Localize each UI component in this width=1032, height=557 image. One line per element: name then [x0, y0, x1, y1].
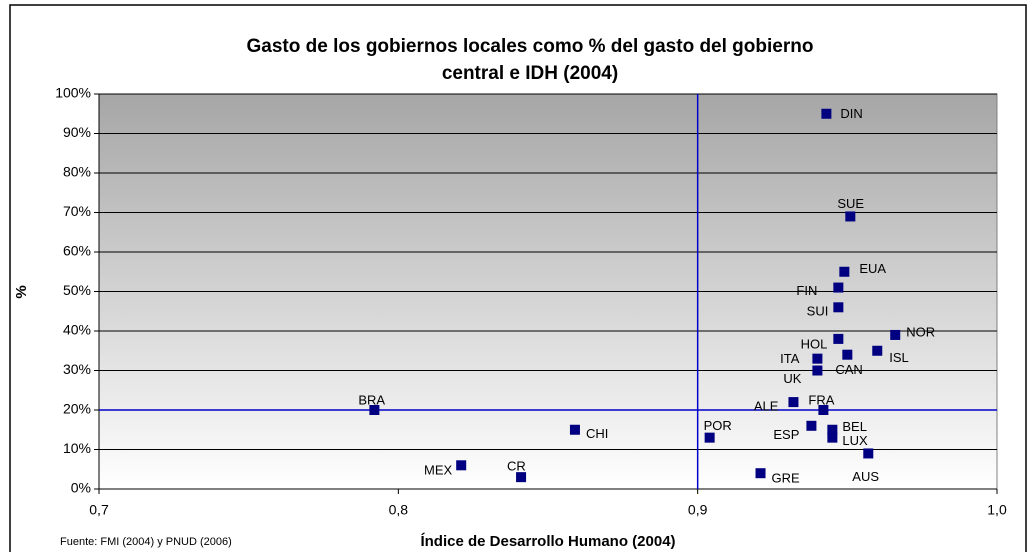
x-tick-label: 0,9: [688, 502, 708, 518]
point-label: NOR: [906, 324, 935, 339]
point-label: CR: [507, 459, 526, 474]
scatter-point: [827, 424, 838, 435]
scatter-point: [456, 460, 467, 471]
point-label: CHI: [586, 426, 608, 441]
point-label: ESP: [773, 427, 799, 442]
point-label: ISL: [889, 350, 909, 365]
point-label: GRE: [772, 471, 801, 486]
point-label: FIN: [796, 283, 817, 298]
scatter-point: [569, 424, 580, 435]
scatter-point: [863, 448, 874, 459]
scatter-point: [890, 329, 901, 340]
point-label: SUE: [837, 196, 864, 211]
y-tick-label: 60%: [63, 243, 91, 259]
point-label: UK: [783, 371, 801, 386]
scatter-point: [842, 349, 853, 360]
point-label: AUS: [852, 469, 879, 484]
y-tick-label: 100%: [55, 85, 91, 101]
y-tick-label: 40%: [63, 322, 91, 338]
point-label: FRA: [808, 392, 834, 407]
y-tick-label: 10%: [63, 440, 91, 456]
point-label: LUX: [842, 433, 868, 448]
point-label: POR: [704, 418, 732, 433]
scatter-point: [818, 405, 829, 415]
y-tick-label: 30%: [63, 361, 91, 377]
scatter-point: [516, 472, 527, 483]
scatter-point: [833, 302, 844, 313]
scatter-point: [704, 432, 715, 443]
scatter-point: [821, 108, 832, 119]
scatter-point: [833, 333, 844, 344]
point-label: BRA: [358, 392, 385, 407]
y-tick-label: 90%: [63, 124, 91, 140]
point-label: ALE: [754, 399, 779, 414]
x-tick-label: 0,7: [89, 502, 109, 518]
x-tick-label: 0,8: [389, 502, 409, 518]
point-label: CAN: [835, 362, 862, 377]
point-label: SUI: [807, 304, 829, 319]
x-tick-label: 1,0: [987, 502, 1007, 518]
y-tick-label: 20%: [63, 401, 91, 417]
scatter-point: [806, 420, 817, 431]
scatter-point: [845, 211, 856, 222]
scatter-point: [872, 345, 883, 356]
y-tick-label: 0%: [71, 480, 91, 496]
point-label: ITA: [780, 351, 800, 366]
source-note: Fuente: FMI (2004) y PNUD (2006): [60, 536, 232, 548]
x-axis-title: Índice de Desarrollo Humano (2004): [420, 533, 675, 550]
y-tick-label: 50%: [63, 282, 91, 298]
chart-title: central e IDH (2004): [442, 63, 618, 84]
scatter-point: [833, 282, 844, 293]
scatter-point: [827, 432, 838, 443]
point-label: HOL: [801, 336, 828, 351]
scatter-point: [788, 397, 799, 408]
point-label: MEX: [424, 463, 453, 478]
y-tick-label: 70%: [63, 203, 91, 219]
scatter-point: [755, 468, 766, 479]
y-axis-title: %: [13, 285, 30, 298]
y-tick-label: 80%: [63, 164, 91, 180]
scatter-point: [839, 266, 850, 277]
scatter-point: [369, 405, 380, 415]
chart-title: Gasto de los gobiernos locales como % de…: [247, 36, 814, 57]
scatter-point: [812, 365, 823, 376]
point-label: EUA: [859, 261, 886, 276]
point-label: BEL: [842, 419, 867, 434]
point-label: DIN: [840, 106, 862, 121]
scatter-point: [812, 353, 823, 364]
